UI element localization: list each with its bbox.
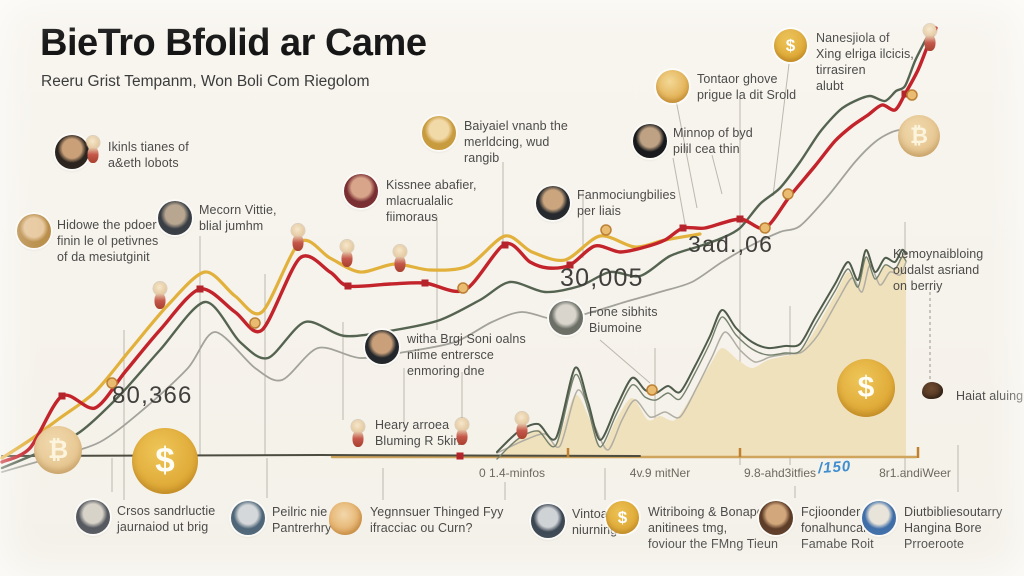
mascot-figure-icon-1 [152,282,168,310]
series-mountain-dark [496,248,907,453]
ann-minnop-text: Minnop of byd pilil cea thin [673,126,753,156]
bottom-crsos-text: Crsos sandrluctie jaurnaiod ut brig [117,504,216,534]
mascot-figure-icon-3 [339,240,355,268]
series-axis-dark [1,454,641,457]
red-marker-8 [736,215,744,223]
ann-tontaor-coin-icon [656,70,689,103]
bottom-diutbib-avatar [862,501,896,535]
ann-hidowe-avatar [17,214,51,248]
ann-nanesjiola-text: Nanesjiola of Xing elriga ilcicis, tirra… [816,31,914,93]
mascot-figure-icon-2 [290,224,306,252]
bitcoin-coin-left-icon: ₿ [34,426,82,474]
series-olive-price [0,26,934,470]
bottom-fcjioonder-avatar [759,501,793,535]
red-marker-2 [344,282,352,290]
ann-mecorn-text: Mecorn Vittie, blial jumhm [199,203,277,233]
ann-hidowe-text: Hidowe the pdoer finin le ol petivnes of… [57,218,159,264]
orange-marker-2 [457,282,469,294]
ann-kemoy-text: Kemoynaibloing oudalst asriand on berriy [893,247,984,293]
red-marker-4 [456,452,464,460]
value-label-3: 3ad.,06 [688,231,774,257]
ann-minnop-avatar [633,124,667,158]
red-marker-1 [196,285,204,293]
ann-ikinls-avatar [55,135,89,169]
red-marker-7 [679,224,687,232]
callout-line-9 [599,339,651,384]
ann-witha-avatar [365,330,399,364]
red-marker-5 [501,241,509,249]
orange-marker-7 [906,89,918,101]
orange-marker-3 [600,224,612,236]
bottom-peilric-text: Peilric nie Pantrerhry [272,505,332,535]
value-label-1: 80,366 [112,382,193,409]
mascot-figure-icon-5 [350,420,366,448]
ann-baiyaiel-avatar [422,116,456,150]
orange-marker-0 [106,377,118,389]
handwritten-blue-mark: /150 [817,457,852,478]
value-label-2: 30,005 [560,264,644,292]
red-marker-3 [421,279,429,287]
series-mountain-light [496,256,907,460]
bottom-fcjioonder-text: Fcjioonder fonalhuncante Famabe Roit [801,505,881,551]
ann-witha-text: witha Brgj Soni oalns niime entrersce en… [407,332,526,378]
ann-mecorn-avatar [158,201,192,235]
series-red-price [0,26,938,464]
bottom-crsos-avatar [76,500,110,534]
callout-line-11 [672,157,686,225]
bitcoin-coin-topright-icon: ₿ [898,115,940,157]
ann-kissnee-avatar [344,174,378,208]
x-tick-label-4: 8r1.andiWeer [879,466,951,480]
series-sentiment-area [500,254,906,458]
page-subtitle: Reeru Grist Tempanm, Won Boli Com Riegol… [41,73,370,90]
bottom-peilric-avatar [231,501,265,535]
ann-ikinls-text: Ikinls tianes of a&eth lobots [108,140,189,170]
ann-heary-text: Heary arroea Bluming R 5kin [375,418,461,448]
red-marker-0 [58,392,66,400]
series-gray-price [1,128,906,473]
x-tick-label-1: 0 1.4-minfos [478,466,546,480]
bottom-witriboing-text: Witriboing & Bonaport: anitinees tmg, fo… [648,505,779,551]
red-marker-6 [566,261,574,269]
ann-fone-text: Fone sibhits Biumoine [589,305,658,335]
orange-marker-6 [782,188,794,200]
ann-tontaor-text: Tontaor ghove prigue la dit Srold [697,72,797,102]
mascot-figure-icon-4 [392,245,408,273]
callout-line-14 [772,63,790,197]
bottom-diutbib-text: Diutbibliesoutarry Hangina Bore Prroeroo… [904,505,1003,551]
x-tick-label-2: 4v.9 mitNer [629,466,691,480]
callout-line-12 [711,154,723,195]
orange-marker-4 [646,384,658,396]
bottom-witriboing-coin-icon: $ [606,501,639,534]
ann-fanmo-text: Fanmociungbilies per liais [577,188,676,218]
red-marker-9 [901,90,909,98]
mascot-figure-icon-6 [454,418,470,446]
bottom-vintoapve-avatar [531,504,565,538]
ann-fanmo-avatar [536,186,570,220]
dollar-coin-area-icon: $ [837,359,895,417]
ann-haiat-text: Haiat aluing [956,389,1024,403]
bottom-yegnnsuer-text: Yegnnsuer Thinged Fyy ifracciac ou Curn? [370,505,504,535]
ann-kissnee-text: Kissnee abafier, mlacrualalic fiimoraus [386,178,477,224]
ann-fone-avatar [549,301,583,335]
mascot-figure-icon-0 [85,136,101,164]
ann-nanesjiola-coin-icon: $ [774,29,807,62]
bottom-yegnnsuer-avatar [329,502,362,535]
orange-marker-5 [759,222,771,234]
x-tick-label-3: 9.8-ahd3itfies [743,466,817,480]
page-title: BieTro Bfolid ar Came [40,22,427,64]
orange-marker-1 [249,317,261,329]
ann-baiyaiel-text: Baiyaiel vnanb the merldcing, wud rangib [464,119,568,165]
mascot-figure-icon-8 [922,24,938,52]
callout-line-13 [675,99,698,209]
ann-haiat-rock-icon [922,382,943,399]
mascot-figure-icon-7 [514,412,530,440]
dollar-coin-left-icon: $ [132,428,198,494]
